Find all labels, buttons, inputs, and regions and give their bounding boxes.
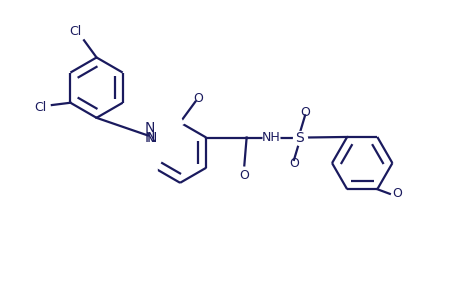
Text: O: O <box>289 157 299 170</box>
Text: O: O <box>240 169 249 182</box>
Text: NH: NH <box>262 131 280 144</box>
Text: N: N <box>147 131 157 144</box>
Text: Cl: Cl <box>34 101 46 114</box>
Text: Cl: Cl <box>70 25 82 38</box>
Text: N: N <box>145 131 156 144</box>
Text: O: O <box>193 92 203 105</box>
Text: S: S <box>295 131 304 144</box>
Text: O: O <box>392 187 402 200</box>
Text: O: O <box>300 105 310 118</box>
Text: N: N <box>145 121 156 135</box>
